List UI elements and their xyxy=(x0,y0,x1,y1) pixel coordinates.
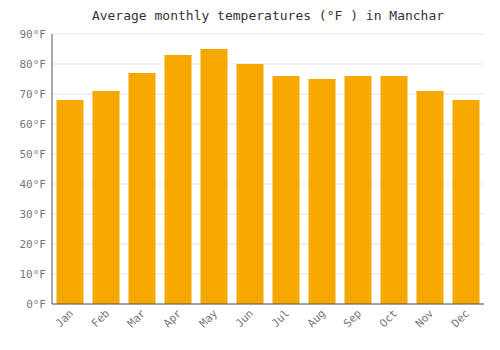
bars xyxy=(57,49,480,304)
y-tick-label: 0°F xyxy=(26,298,46,311)
bar xyxy=(453,100,480,304)
x-tick-label: Dec xyxy=(449,307,472,330)
bar xyxy=(129,73,156,304)
y-tick-label: 10°F xyxy=(20,268,47,281)
bar xyxy=(345,76,372,304)
y-tick-label: 20°F xyxy=(20,238,47,251)
bar xyxy=(381,76,408,304)
y-tick-label: 50°F xyxy=(20,148,47,161)
bar xyxy=(93,91,120,304)
bar xyxy=(165,55,192,304)
y-axis-line xyxy=(52,34,53,304)
bar xyxy=(273,76,300,304)
bar xyxy=(201,49,228,304)
x-tick-label: Oct xyxy=(377,307,400,330)
grid-line xyxy=(52,304,484,305)
grid-line xyxy=(52,64,484,65)
x-tick-label: Jun xyxy=(233,307,256,330)
x-tick-label: Feb xyxy=(89,307,112,330)
y-tick-label: 30°F xyxy=(20,208,47,221)
x-axis-line xyxy=(52,304,484,305)
bar xyxy=(309,79,336,304)
chart-container: Average monthly temperatures (°F ) in Ma… xyxy=(0,0,500,350)
x-tick-label: Apr xyxy=(161,307,185,331)
x-tick-label: Jul xyxy=(269,307,292,330)
x-tick-label: Sep xyxy=(341,307,364,330)
x-tick-label: Jan xyxy=(53,307,76,330)
x-tick-label: Aug xyxy=(305,307,328,330)
y-tick-label: 70°F xyxy=(20,88,47,101)
chart-svg: Average monthly temperatures (°F ) in Ma… xyxy=(0,0,500,350)
y-tick-label: 90°F xyxy=(20,28,47,41)
x-tick-label: Nov xyxy=(413,307,437,331)
grid xyxy=(52,34,484,304)
x-tick-label: Mar xyxy=(125,307,149,331)
bar xyxy=(57,100,84,304)
x-tick-label: May xyxy=(197,307,221,331)
y-tick-label: 60°F xyxy=(20,118,47,131)
grid-line xyxy=(52,34,484,35)
bar xyxy=(237,64,264,304)
y-tick-label: 80°F xyxy=(20,58,47,71)
y-tick-label: 40°F xyxy=(20,178,47,191)
title: Average monthly temperatures (°F ) in Ma… xyxy=(92,8,444,23)
bar xyxy=(417,91,444,304)
